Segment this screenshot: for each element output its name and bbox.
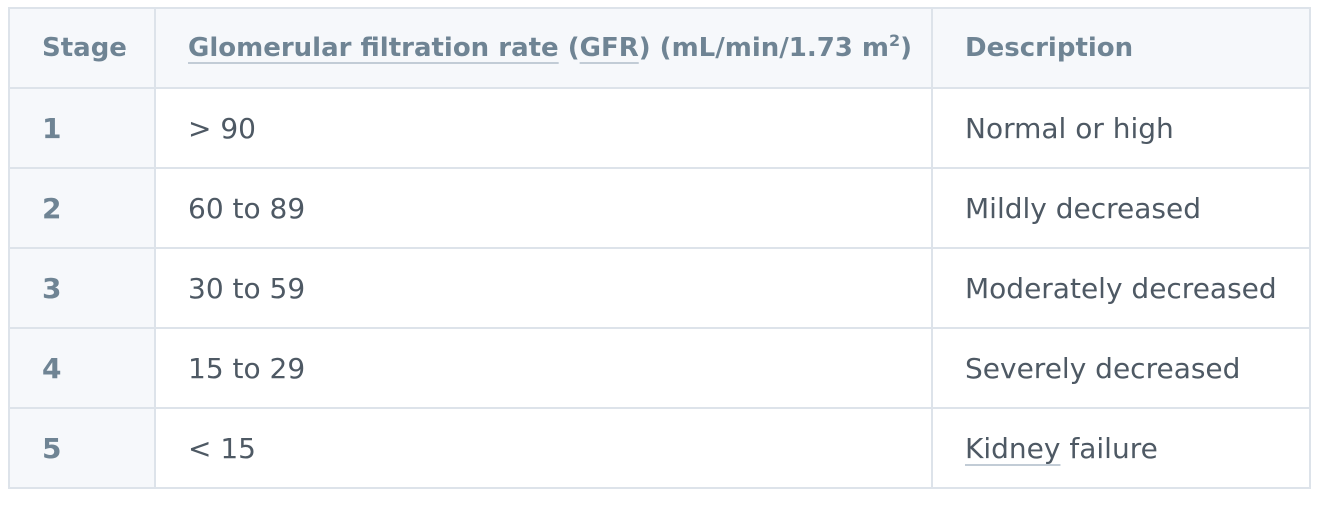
stage-cell: 4: [8, 327, 156, 409]
stage-cell: 1: [8, 87, 156, 169]
kidney-link[interactable]: Kidney: [965, 431, 1061, 465]
stage-cell: 3: [8, 247, 156, 329]
ckd-stage-table-container: Stage Glomerular filtration rate (GFR) (…: [8, 7, 1311, 489]
table-row: 4 15 to 29 Severely decreased: [8, 327, 1311, 409]
table-row: 5 < 15 Kidney failure: [8, 407, 1311, 489]
stage-cell: 5: [8, 407, 156, 489]
description-cell: Severely decreased: [931, 327, 1311, 409]
description-cell: Kidney failure: [931, 407, 1311, 489]
gfr-cell: 15 to 29: [154, 327, 933, 409]
description-rest: failure: [1060, 431, 1158, 465]
gfr-abbr-link[interactable]: GFR: [579, 33, 639, 63]
description-cell: Moderately decreased: [931, 247, 1311, 329]
header-stage: Stage: [8, 7, 156, 89]
gfr-cell: < 15: [154, 407, 933, 489]
gfr-link[interactable]: Glomerular filtration rate: [188, 33, 559, 63]
table-row: 3 30 to 59 Moderately decreased: [8, 247, 1311, 329]
gfr-open-paren: (: [558, 33, 580, 63]
table-row: 2 60 to 89 Mildly decreased: [8, 167, 1311, 249]
gfr-cell: 30 to 59: [154, 247, 933, 329]
header-gfr: Glomerular filtration rate (GFR) (mL/min…: [154, 7, 933, 89]
gfr-close-paren: ): [900, 33, 913, 63]
table-row: 1 > 90 Normal or high: [8, 87, 1311, 169]
ckd-stage-table: Stage Glomerular filtration rate (GFR) (…: [8, 7, 1311, 489]
stage-cell: 2: [8, 167, 156, 249]
description-cell: Normal or high: [931, 87, 1311, 169]
header-row: Stage Glomerular filtration rate (GFR) (…: [8, 7, 1311, 89]
header-description: Description: [931, 7, 1311, 89]
gfr-cell: > 90: [154, 87, 933, 169]
gfr-units-superscript: 2: [889, 31, 901, 50]
gfr-units: ) (mL/min/1.73 m: [638, 33, 890, 63]
description-cell: Mildly decreased: [931, 167, 1311, 249]
gfr-cell: 60 to 89: [154, 167, 933, 249]
